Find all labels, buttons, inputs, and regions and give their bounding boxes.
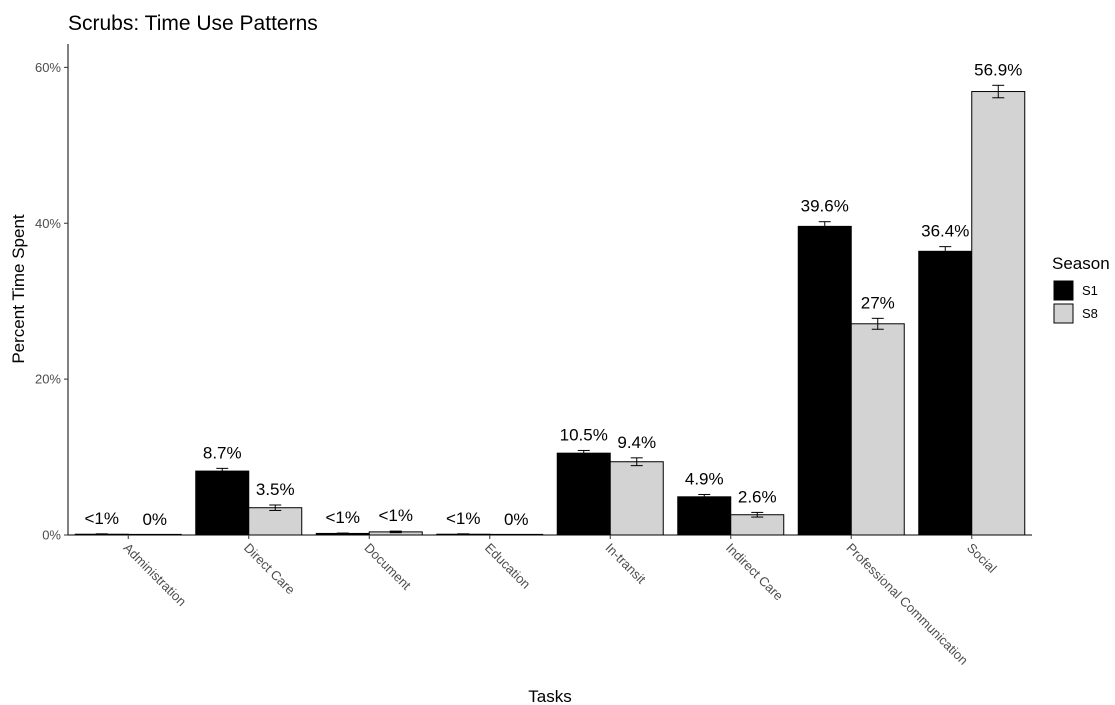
data-label: 0% xyxy=(504,510,529,529)
data-label: <1% xyxy=(379,506,414,525)
data-label: 36.4% xyxy=(921,222,969,241)
bar-s8 xyxy=(609,461,664,536)
data-label: <1% xyxy=(446,509,481,528)
data-label: 10.5% xyxy=(560,425,608,444)
legend-title: Season xyxy=(1052,254,1110,273)
data-label: 2.6% xyxy=(738,487,777,506)
x-tick-label: Education xyxy=(482,540,533,591)
bar-s1 xyxy=(677,496,732,536)
bar-s1 xyxy=(918,250,973,536)
legend-key-s1 xyxy=(1053,280,1074,301)
data-label: 0% xyxy=(142,510,167,529)
bar-s8 xyxy=(248,507,303,536)
data-label: 56.9% xyxy=(974,60,1022,79)
data-label: 27% xyxy=(861,293,895,312)
legend: Season S1 S8 xyxy=(1052,254,1110,324)
bar-s8 xyxy=(850,323,905,536)
legend-label-s1: S1 xyxy=(1082,283,1098,298)
y-axis-title: Percent Time Spent xyxy=(9,214,28,364)
bar-s8 xyxy=(971,91,1026,536)
x-tick-label: Administration xyxy=(120,540,189,609)
y-tick-label: 20% xyxy=(35,372,61,387)
y-tick-label: 60% xyxy=(35,60,61,75)
data-label: 8.7% xyxy=(203,443,242,462)
x-tick-label: Indirect Care xyxy=(723,540,786,603)
data-label: <1% xyxy=(85,509,120,528)
data-label: 9.4% xyxy=(617,433,656,452)
bar-s1 xyxy=(556,452,611,536)
x-tick-label: Social xyxy=(964,540,1000,576)
x-axis-title: Tasks xyxy=(528,687,571,705)
data-label: 39.6% xyxy=(801,197,849,216)
legend-key-s8 xyxy=(1053,303,1074,324)
x-tick-label: In-transit xyxy=(602,540,649,587)
data-label: 4.9% xyxy=(685,469,724,488)
x-tick-label: Document xyxy=(361,540,414,593)
bar-s1 xyxy=(195,470,250,536)
bar-s8 xyxy=(730,514,785,536)
bar-s1 xyxy=(797,225,852,536)
x-tick-label: Direct Care xyxy=(241,540,298,597)
x-tick-label: Professional Communication xyxy=(843,540,971,668)
data-label: 3.5% xyxy=(256,480,295,499)
data-label: <1% xyxy=(326,508,361,527)
legend-label-s8: S8 xyxy=(1082,306,1098,321)
chart-title: Scrubs: Time Use Patterns xyxy=(68,12,318,35)
plot-area: <1% 8.7% <1% <1% 10.5% 4.9% 39.6% 36.4% 0% 3.5% <1… xyxy=(35,44,1032,668)
y-tick-label: 0% xyxy=(42,528,61,543)
y-tick-label: 40% xyxy=(35,216,61,231)
